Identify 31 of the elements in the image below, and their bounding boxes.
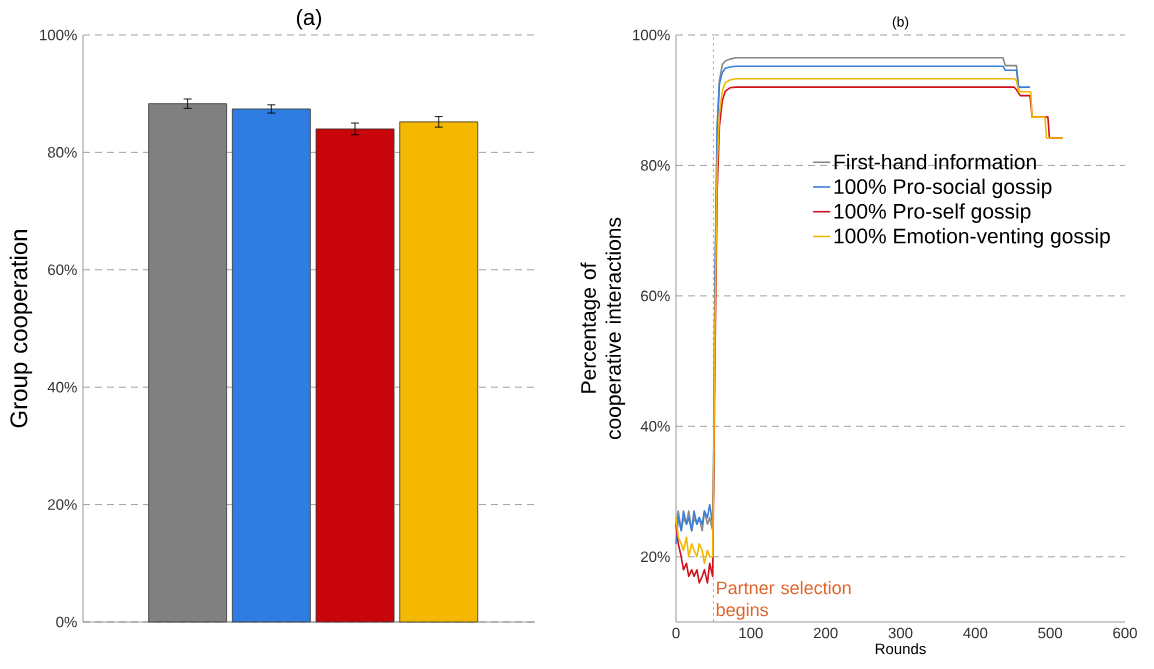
y-tick-label: 60%	[48, 264, 77, 276]
legend-label: 100% Emotion-venting gossip	[834, 228, 1110, 248]
y-tick-label: 80%	[640, 160, 670, 171]
y-axis-title: Group cooperation	[9, 230, 33, 428]
x-axis-title: Rounds	[875, 643, 926, 655]
chart-title: (a)	[296, 8, 322, 30]
x-tick-label: 400	[963, 627, 988, 639]
y-axis-title: Percentage of cooperative interactions	[580, 217, 626, 440]
legend-label: 100% Pro-social gossip	[834, 178, 1052, 199]
y-tick-label: 100%	[40, 29, 77, 41]
legend-label: First-hand information	[834, 153, 1036, 170]
y-tick-label: 0%	[56, 616, 77, 628]
x-tick-label: 600	[1113, 627, 1137, 639]
y-tick-label: 100%	[633, 29, 670, 41]
y-tick-label: 60%	[641, 290, 670, 302]
y-tick-label: 40%	[640, 421, 670, 432]
y-tick-label: 80%	[47, 147, 77, 158]
x-tick-label: 500	[1038, 627, 1063, 639]
y-tick-label: 20%	[48, 499, 77, 510]
chart-title: (b)	[892, 16, 909, 30]
y-tick-label: 20%	[641, 551, 670, 563]
bar	[315, 128, 395, 623]
bar	[231, 108, 311, 623]
x-tick-label: 200	[813, 627, 838, 639]
ref-line-label: Partner selection begins	[716, 581, 851, 620]
x-tick-label: 300	[888, 627, 913, 639]
x-tick-label: 100	[739, 627, 763, 639]
y-tick-label: 40%	[47, 381, 77, 393]
x-tick-label: 0	[672, 627, 680, 639]
bar	[399, 121, 479, 623]
legend-label: 100% Pro-self gossip	[834, 203, 1031, 223]
